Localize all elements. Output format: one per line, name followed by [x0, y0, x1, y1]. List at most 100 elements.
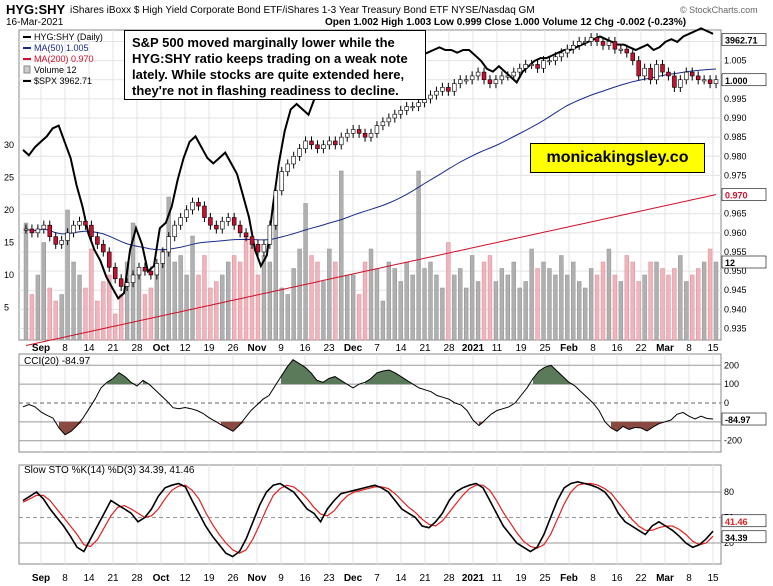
volume-bar [577, 281, 582, 341]
price-axis-tick: 0.985 [724, 132, 747, 142]
volume-bar [374, 268, 380, 341]
candle-body [362, 133, 368, 138]
candle-body [707, 79, 713, 84]
candle-body [65, 232, 70, 241]
volume-axis-tick: 20 [4, 205, 14, 215]
volume-bar [701, 261, 707, 341]
volume-bar [261, 255, 267, 341]
volume-bar [65, 209, 70, 341]
volume-bar [380, 300, 386, 341]
candle-body [559, 52, 564, 58]
cci-axis-tick: 100 [724, 379, 739, 389]
volume-bar [107, 274, 112, 341]
volume-bar [231, 255, 237, 341]
candle-body [83, 221, 88, 226]
x-tick-label: 25 [539, 343, 551, 354]
candle-body [53, 236, 58, 245]
volume-bar [642, 274, 647, 341]
candle-body [315, 144, 320, 149]
stoch-k-last-tag-bg [721, 530, 767, 544]
x-tick-label: 7 [374, 343, 380, 354]
candle-body [689, 71, 695, 77]
candle-body [89, 224, 94, 237]
candle-body [107, 251, 112, 268]
volume-bar [660, 268, 665, 341]
annotation-box: S&P 500 moved marginally lower while the… [124, 30, 426, 100]
volume-bar [707, 248, 713, 341]
candle-body [130, 274, 136, 283]
candle-body [404, 106, 409, 111]
volume-bar [214, 281, 219, 341]
volume-bar [636, 281, 641, 341]
volume-bar [678, 255, 683, 341]
candle-body [630, 52, 635, 61]
candle-body [612, 41, 618, 50]
x-tick-label: 26 [227, 343, 239, 354]
candle-body [695, 75, 701, 81]
candle-body [327, 140, 332, 146]
candle-body [77, 221, 82, 226]
price-axis-tick: 0.955 [724, 247, 747, 257]
volume-bar [113, 313, 118, 341]
candle-body [333, 140, 338, 146]
x-tick-label-bottom: 21 [107, 573, 119, 584]
x-tick-label-bottom: 16 [299, 573, 311, 584]
x-tick-label: Sep [32, 343, 50, 354]
candle-body [600, 41, 606, 46]
x-tick-label-bottom: 21 [419, 573, 431, 584]
volume-bar [255, 274, 261, 341]
volume-bar [59, 294, 64, 341]
candle-body [124, 282, 130, 287]
candle-body [553, 56, 558, 61]
x-tick-label: Mar [656, 343, 674, 354]
volume-bar [148, 287, 154, 341]
volume-bar [333, 261, 338, 341]
volume-bar [600, 261, 606, 341]
x-tick-label-bottom: 28 [443, 573, 455, 584]
candle-body [71, 224, 76, 234]
volume-bar [53, 300, 58, 341]
volume-bar [142, 294, 148, 341]
volume-bar [428, 261, 433, 341]
x-tick-label: 12 [179, 343, 191, 354]
panel-frame-3 [18, 464, 722, 565]
volume-last-tag: 12 [725, 258, 735, 268]
cci-axis-tick: 200 [724, 360, 739, 370]
candle-body [380, 121, 386, 126]
volume-bar [279, 287, 284, 341]
candle-body [95, 236, 100, 245]
x-tick-label-bottom: 7 [374, 573, 380, 584]
volume-bar [684, 281, 689, 341]
x-tick-label: Oct [153, 343, 170, 354]
candle-body [279, 171, 285, 192]
cci-axis-tick: 0 [724, 398, 729, 408]
x-tick-label-bottom: 8 [590, 573, 596, 584]
candle-body [101, 244, 106, 253]
volume-bar [422, 268, 427, 341]
cci-last-tag-bg [721, 412, 767, 426]
ma50-line [25, 68, 717, 251]
price-axis-tick: 0.960 [724, 228, 747, 238]
volume-bar [101, 281, 106, 341]
price-axis-tick: 0.945 [724, 285, 747, 295]
stoch-k-last-tag: 34.39 [725, 533, 748, 543]
x-tick-label-bottom: 15 [707, 573, 719, 584]
volume-bar [553, 274, 558, 341]
candle-body [190, 201, 195, 211]
price-axis-tick: 1.005 [724, 56, 747, 66]
candle-body [368, 133, 374, 138]
volume-bar [475, 281, 481, 341]
candle-body [35, 228, 41, 234]
stoch-title: Slow STO %K(14) %D(3) 34.39, 41.46 [24, 465, 195, 476]
price-axis-tick: 0.990 [724, 113, 747, 123]
candle-body [684, 71, 689, 81]
volume-bar [511, 261, 516, 341]
chart-date: 16-Mar-2021 [6, 17, 64, 28]
price-axis-tick: 0.980 [724, 151, 747, 161]
volume-bar [172, 261, 177, 341]
volume-bar [95, 300, 100, 341]
x-tick-label-bottom: Sep [32, 573, 50, 584]
stochastic-panel: 805020Slow STO %K(14) %D(3) 34.39, 41.46… [19, 465, 767, 558]
volume-bar [190, 235, 195, 341]
x-tick-label-bottom: Mar [656, 573, 674, 584]
